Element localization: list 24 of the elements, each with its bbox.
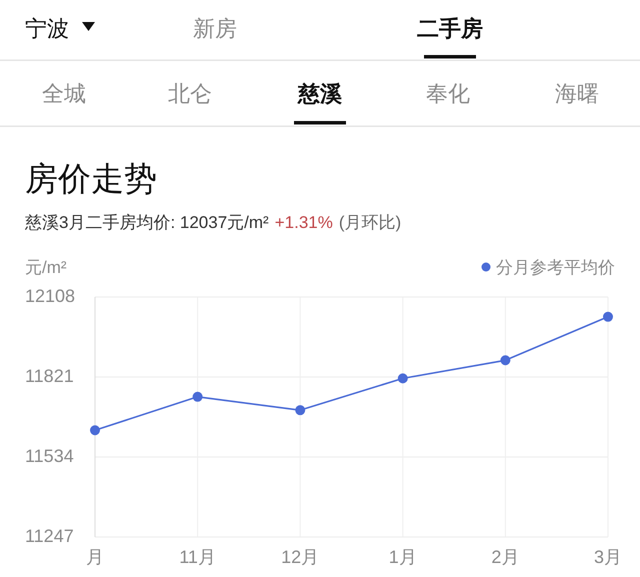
x-tick-label: 11月 bbox=[179, 547, 216, 567]
annotation: (月环比) bbox=[338, 213, 402, 232]
x-tick-label: 1月 bbox=[388, 547, 417, 567]
annotation: +1.31% bbox=[274, 213, 333, 232]
annotation: 海曙 bbox=[555, 81, 599, 106]
annotation: 二手房 bbox=[417, 16, 483, 41]
y-tick-label: 12108 bbox=[25, 286, 76, 306]
y-axis-title: 元/m² bbox=[25, 258, 67, 277]
annotation: 奉化 bbox=[426, 81, 470, 106]
y-tick-label: 11821 bbox=[25, 366, 74, 386]
annotation: 宁波 bbox=[25, 16, 69, 41]
x-tick-label: 3月 bbox=[594, 547, 622, 567]
x-tick-label: 月 bbox=[86, 547, 104, 567]
subtitle: 慈溪3月二手房均价: 12037元/m² bbox=[25, 213, 269, 232]
y-tick-label: 11247 bbox=[25, 526, 74, 546]
x-tick-label: 2月 bbox=[491, 547, 520, 567]
annotation: 新房 bbox=[193, 16, 237, 41]
annotation: 北仑 bbox=[168, 81, 212, 106]
x-tick-label: 12月 bbox=[281, 547, 320, 567]
title: 房价走势 bbox=[25, 160, 157, 197]
annotation: 全城 bbox=[42, 81, 86, 106]
legend-label: 分月参考平均价 bbox=[496, 258, 615, 277]
y-tick-label: 11534 bbox=[25, 446, 74, 466]
annotation: 慈溪 bbox=[298, 81, 342, 106]
